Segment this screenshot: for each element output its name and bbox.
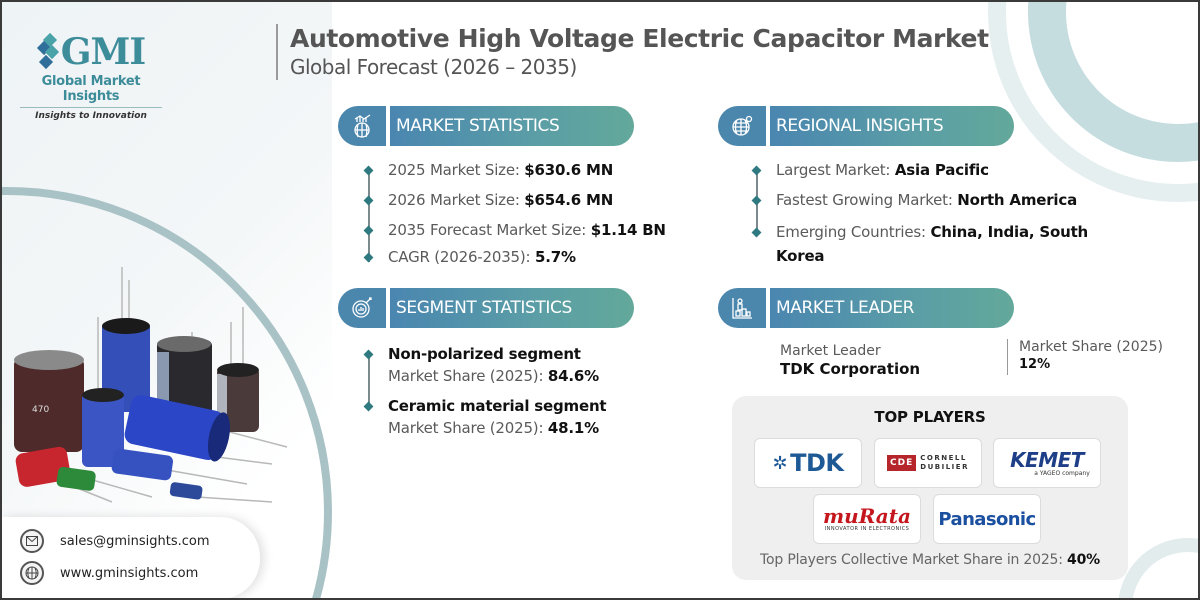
cornell-dubilier-logo[interactable]: CDE CORNELL DUBILIER [874,438,982,488]
list-item: Non-polarized segment [363,344,684,364]
share-label: Market Share (2025) [1019,339,1163,355]
banner-title: SEGMENT STATISTICS [390,288,634,328]
regional-insights-list: Largest Market: Asia Pacific Fastest Gro… [751,160,1112,268]
share-value: 12% [1019,357,1051,372]
svg-text:470: 470 [32,405,49,415]
divider [20,107,162,108]
mail-icon [20,529,44,553]
list-item: 2026 Market Size: $654.6 MN [363,190,684,210]
globe-chart-icon [338,106,386,146]
bullet-icon [363,225,374,236]
contact-card: sales@gminsights.com www.gminsights.com [2,517,260,598]
leader-share-info: Market Share (2025) 12% [1019,338,1163,374]
market-statistics-list: 2025 Market Size: $630.6 MN 2026 Market … [363,160,684,267]
timeline-rail [368,352,370,408]
top-players-title: TOP PLAYERS [874,408,986,426]
segment-statistics-list: Non-polarized segment Market Share (2025… [363,344,684,438]
tdk-emblem-icon: ✲ [772,452,788,474]
list-item-value: Market Share (2025): 84.6% [388,367,599,385]
capacitors-image: 470 [14,267,288,503]
bullet-icon [751,195,762,206]
list-item: CAGR (2026-2035): 5.7% [363,247,684,267]
market-leader-banner: MARKET LEADER [718,288,1014,328]
bullet-icon [751,227,762,238]
leader-value: TDK Corporation [780,360,921,378]
logo-text: GMI [60,31,146,73]
list-item: 2025 Market Size: $630.6 MN [363,160,684,180]
leader-chart-icon [718,288,766,328]
page-title: Automotive High Voltage Electric Capacit… [290,24,989,53]
email-link[interactable]: sales@gminsights.com [20,529,210,553]
page-header: Automotive High Voltage Electric Capacit… [276,24,989,80]
market-leader-info: Market Leader TDK Corporation [780,342,920,378]
tdk-logo[interactable]: ✲ TDK [754,438,862,488]
banner-title: MARKET LEADER [770,288,1014,328]
bullet-icon [363,401,374,412]
bullet-icon [363,165,374,176]
top-players-footer: Top Players Collective Market Share in 2… [760,552,1100,568]
list-item: Ceramic material segment [363,396,684,416]
bullet-icon [751,165,762,176]
decorative-arc [1118,538,1198,598]
list-item: Fastest Growing Market: North America [751,190,1112,210]
banner-title: MARKET STATISTICS [390,106,634,146]
brand-name: Global Market Insights [41,74,141,104]
gmi-logo[interactable]: GMI Global Market Insights Insights to I… [16,32,166,121]
list-item-value: Market Share (2025): 48.1% [388,419,599,437]
market-statistics-banner: MARKET STATISTICS [338,106,634,146]
panasonic-logo[interactable]: Panasonic [933,494,1041,544]
bullet-icon [363,252,374,263]
bullet-icon [363,195,374,206]
globe-pin-icon [718,106,766,146]
timeline-rail [368,170,370,262]
pie-chart-icon [338,288,386,328]
website-link[interactable]: www.gminsights.com [20,561,198,585]
list-item: Largest Market: Asia Pacific [751,160,1112,180]
diamond-icon [36,32,59,70]
kemet-logo[interactable]: KEMET a YAGEO company [993,438,1101,488]
list-item: Emerging Countries: China, India, South … [751,220,1112,268]
divider [1007,339,1008,375]
murata-logo[interactable]: muRata INNOVATOR IN ELECTRONICS [813,494,921,544]
top-players-panel: TOP PLAYERS ✲ TDK CDE CORNELL DUBILIER KEM… [732,396,1128,580]
brand-tagline: Insights to Innovation [35,111,147,121]
page-subtitle: Global Forecast (2026 – 2035) [290,55,577,79]
leader-label: Market Leader [780,343,881,359]
globe-icon [20,561,44,585]
segment-statistics-banner: SEGMENT STATISTICS [338,288,634,328]
regional-insights-banner: REGIONAL INSIGHTS [718,106,1014,146]
banner-title: REGIONAL INSIGHTS [770,106,1014,146]
bullet-icon [363,349,374,360]
list-item: 2035 Forecast Market Size: $1.14 BN [363,220,684,240]
